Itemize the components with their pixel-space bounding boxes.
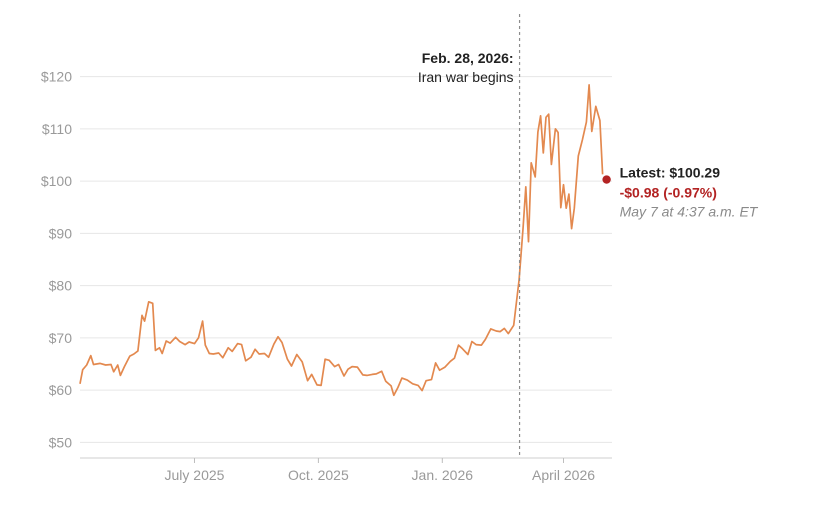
y-tick-label: $90 bbox=[49, 225, 73, 241]
event-annotation-subtitle: Iran war begins bbox=[418, 69, 514, 85]
x-tick-label: Jan. 2026 bbox=[412, 467, 474, 483]
x-tick-label: April 2026 bbox=[532, 467, 595, 483]
gridlines bbox=[80, 76, 612, 443]
y-tick-label: $50 bbox=[49, 434, 73, 450]
y-tick-label: $70 bbox=[49, 330, 73, 346]
x-axis-ticks: July 2025 Oct. 2025 Jan. 2026 April 2026 bbox=[80, 457, 612, 483]
latest-timestamp: May 7 at 4:37 a.m. ET bbox=[620, 204, 759, 220]
annotation-layer: Feb. 28, 2026: Iran war begins Latest: $… bbox=[418, 14, 759, 458]
y-tick-label: $80 bbox=[49, 278, 73, 294]
price-change-label: -$0.98 (-0.97%) bbox=[620, 185, 717, 201]
latest-point-marker bbox=[602, 175, 611, 184]
y-tick-label: $110 bbox=[42, 121, 72, 137]
y-tick-label: $100 bbox=[41, 173, 72, 189]
event-annotation-title: Feb. 28, 2026: bbox=[422, 50, 514, 66]
price-series-line-0 bbox=[79, 84, 604, 397]
y-tick-label: $60 bbox=[49, 382, 73, 398]
series-layer bbox=[79, 84, 604, 397]
y-tick-label: $120 bbox=[41, 69, 72, 85]
x-tick-label: July 2025 bbox=[165, 467, 225, 483]
x-tick-label: Oct. 2025 bbox=[288, 467, 349, 483]
y-axis-ticks: $50 $60 $70 $80 $90 $100 $110 $120 bbox=[41, 69, 72, 451]
latest-price-label: Latest: $100.29 bbox=[620, 165, 721, 181]
